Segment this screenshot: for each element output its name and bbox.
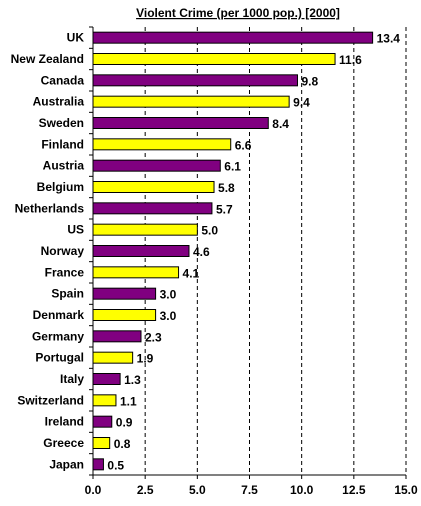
x-tick-label: 2.5	[137, 483, 154, 497]
value-label: 3.0	[160, 309, 177, 323]
category-label: Belgium	[37, 180, 84, 194]
value-label: 5.0	[201, 224, 218, 238]
bar-australia	[92, 95, 290, 108]
chart-title: Violent Crime (per 1000 pop.) [2000]	[136, 6, 340, 20]
category-label: Norway	[41, 244, 85, 258]
category-label: Sweden	[39, 116, 84, 130]
x-tick-label: 12.5	[342, 483, 366, 497]
grid-lines	[144, 27, 407, 475]
bar-portugal	[92, 351, 134, 364]
value-label: 1.9	[137, 352, 154, 366]
bar-norway	[92, 245, 190, 257]
value-label: 3.0	[160, 288, 177, 302]
category-label: Japan	[49, 457, 84, 471]
value-label: 9.8	[301, 74, 318, 88]
value-label: 6.6	[235, 138, 252, 152]
category-label: Portugal	[35, 351, 84, 365]
category-label: Denmark	[33, 308, 85, 322]
value-label: 5.7	[216, 202, 233, 216]
value-label: 13.4	[377, 32, 401, 46]
value-label: 8.4	[272, 117, 289, 131]
bar-belgium	[92, 181, 215, 193]
value-label: 0.9	[116, 416, 133, 430]
bar-ireland	[92, 415, 113, 428]
value-label: 1.3	[124, 373, 141, 387]
category-label: Ireland	[45, 415, 84, 429]
x-tick-label: 10.0	[290, 483, 314, 497]
bar-greece	[92, 437, 111, 449]
bar-finland	[92, 138, 232, 151]
value-label: 1.1	[120, 394, 137, 408]
category-label: Finland	[41, 137, 84, 151]
bar-uk	[92, 31, 374, 44]
value-label: 6.1	[224, 160, 241, 174]
value-labels: 13.4 11.6 9.8 9.4 8.4 6.6 6.1 5.8 5.7 5.0 4.6 4.1 3.…	[107, 32, 400, 473]
value-label: 0.8	[114, 437, 131, 451]
category-label: Canada	[41, 73, 85, 87]
category-label: UK	[67, 31, 85, 45]
value-label: 5.8	[218, 181, 235, 195]
value-label: 4.6	[193, 245, 210, 259]
x-tick-label: 15.0	[394, 483, 418, 497]
category-label: Austria	[43, 159, 85, 173]
category-label: Greece	[43, 436, 84, 450]
category-label: US	[67, 223, 84, 237]
bar-france	[92, 266, 180, 279]
category-label: Netherlands	[15, 201, 85, 215]
x-tick-labels: 0.0 2.5 5.0 7.5 10.0 12.5 15.0	[85, 483, 418, 497]
bar-canada	[92, 74, 298, 87]
category-labels: UK New Zealand Canada Australia Sweden Finlan…	[11, 31, 85, 472]
value-label: 4.1	[183, 266, 200, 280]
bar-germany	[92, 330, 142, 343]
bar-italy	[92, 373, 121, 385]
category-label: Spain	[51, 287, 84, 301]
category-label: France	[45, 265, 85, 279]
bar-spain	[92, 287, 157, 300]
bar-new-zealand	[92, 53, 336, 65]
category-label: Switzerland	[17, 393, 84, 407]
bar-netherlands	[92, 202, 213, 215]
bar-austria	[92, 159, 221, 172]
value-label: 2.3	[145, 330, 162, 344]
value-label: 0.5	[107, 458, 124, 472]
x-tick-label: 5.0	[189, 483, 206, 497]
bar-japan	[92, 458, 104, 471]
x-tick-label: 7.5	[241, 483, 258, 497]
axes	[89, 26, 407, 479]
category-label: Australia	[33, 95, 85, 109]
category-label: Italy	[60, 372, 84, 386]
category-label: Germany	[32, 329, 84, 343]
x-tick-label: 0.0	[85, 483, 102, 497]
value-label: 9.4	[293, 96, 310, 110]
bar-denmark	[92, 309, 157, 321]
value-label: 11.6	[339, 53, 362, 67]
bar-us	[92, 223, 198, 236]
bar-sweden	[92, 117, 269, 129]
bar-switzerland	[92, 394, 117, 407]
category-label: New Zealand	[11, 52, 84, 66]
